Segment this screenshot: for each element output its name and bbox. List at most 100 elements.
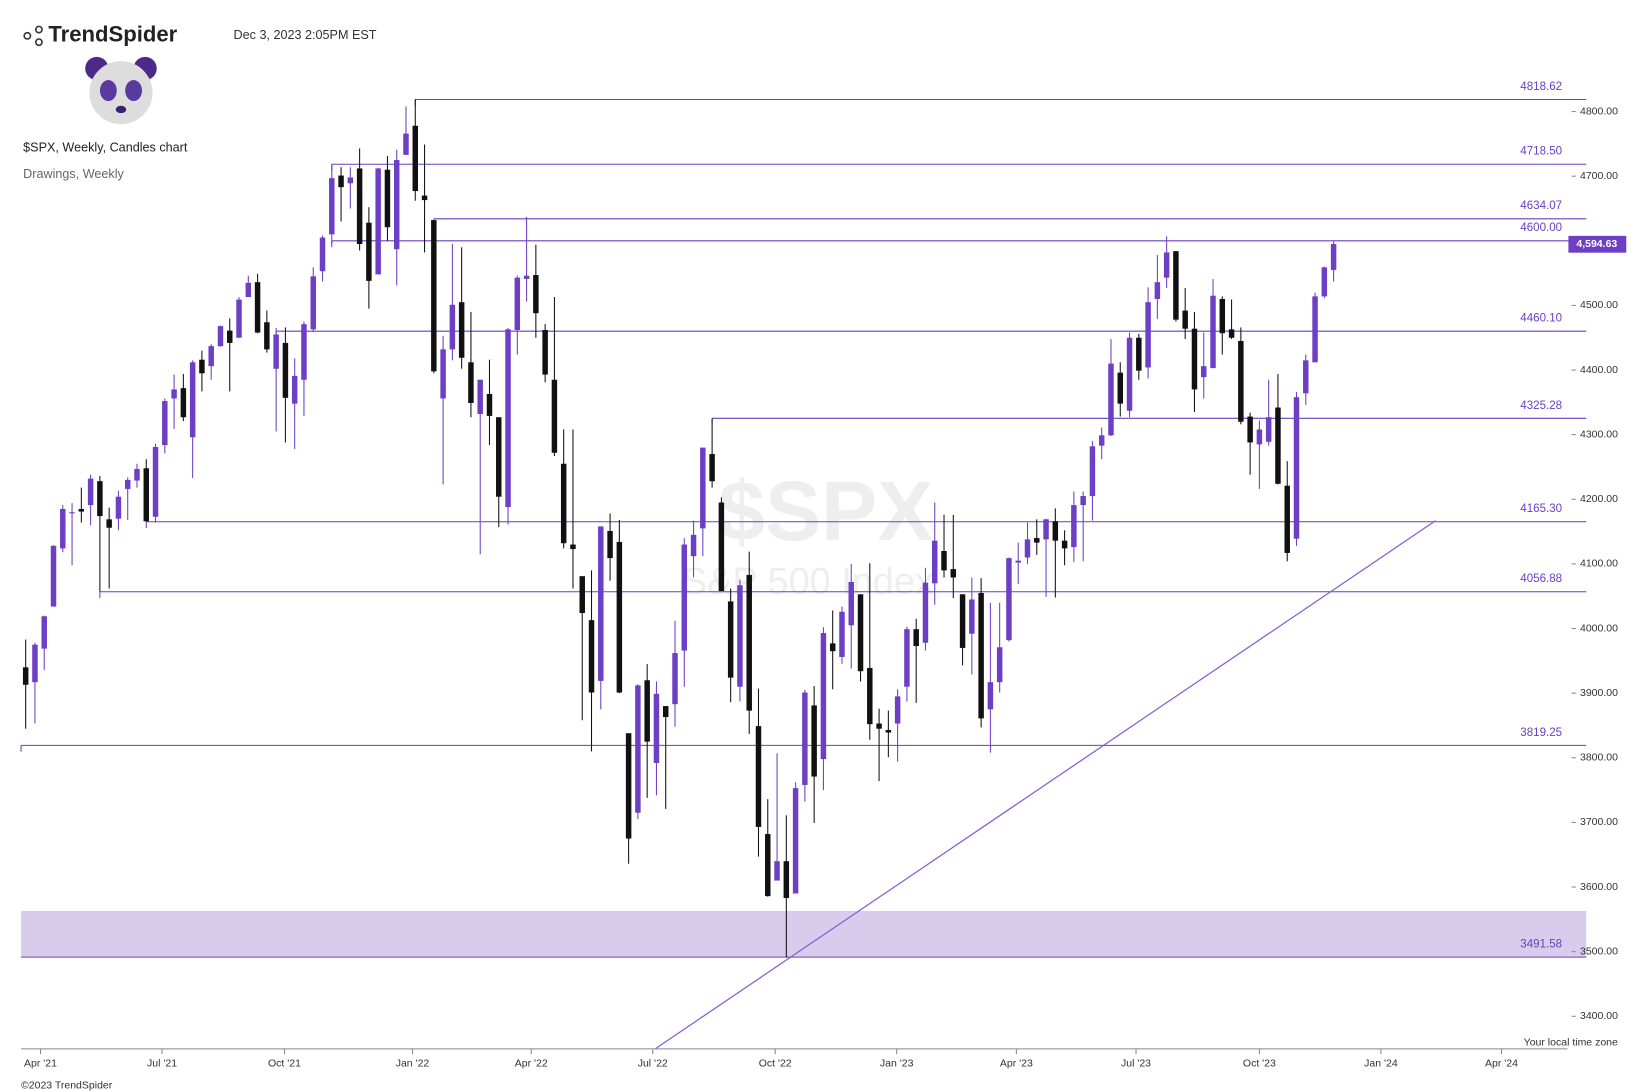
candle-body	[1238, 340, 1244, 422]
x-tick-label: Oct '23	[1243, 1057, 1276, 1069]
candle-body	[1275, 407, 1281, 484]
candle-body	[50, 545, 57, 607]
candle-body	[78, 508, 85, 512]
copyright: ©2023 TrendSpider	[21, 1079, 113, 1091]
candle-body	[1247, 416, 1253, 443]
candle-body	[338, 175, 344, 188]
drawings-info: Drawings, Weekly	[23, 167, 124, 181]
candle-body	[1108, 363, 1114, 436]
level-label: 4165.30	[1520, 503, 1562, 515]
y-tick-label: 3900.00	[1580, 687, 1618, 699]
candle-body	[588, 620, 595, 693]
candle-body	[41, 616, 47, 649]
candle-body	[143, 468, 150, 522]
candle-body	[124, 479, 131, 489]
candle-body	[1034, 538, 1040, 543]
candle-body	[245, 282, 252, 298]
candle-body	[922, 582, 929, 643]
candle-body	[1321, 267, 1328, 297]
candle-body	[1043, 519, 1049, 540]
candle-body	[1219, 298, 1226, 334]
last-price-label: 4,594.63	[1576, 238, 1617, 250]
x-tick-label: Oct '22	[759, 1057, 792, 1069]
candle-body	[848, 582, 854, 626]
y-tick-label: 4400.00	[1580, 364, 1618, 376]
level-label: 4325.28	[1520, 400, 1562, 412]
x-tick-label: Jan '22	[396, 1057, 430, 1069]
candle-body	[1136, 337, 1142, 371]
candle-body	[635, 685, 641, 813]
x-tick-label: Jan '23	[880, 1057, 914, 1069]
candle-body	[987, 682, 994, 710]
candle-body	[1173, 251, 1179, 320]
candle-body	[598, 526, 604, 681]
candle-body	[681, 544, 688, 651]
candle-body	[1024, 539, 1031, 558]
candle-body	[1061, 540, 1068, 549]
candle-body	[644, 680, 650, 742]
candle-body	[542, 329, 548, 375]
candle-body	[458, 302, 465, 358]
y-tick-label: 3700.00	[1580, 816, 1618, 828]
candle-body	[431, 220, 437, 372]
candle-body	[718, 502, 725, 592]
candle-body	[867, 667, 873, 725]
candle-body	[199, 359, 205, 374]
candle-body	[1312, 296, 1318, 363]
candle-body	[375, 168, 381, 275]
candle-body	[978, 592, 984, 719]
candle-body	[1117, 372, 1123, 404]
candle-body	[514, 277, 521, 330]
candle-body	[820, 633, 827, 760]
candle-body	[1071, 505, 1077, 548]
candle-body	[894, 696, 901, 724]
x-tick-label: Apr '22	[515, 1057, 548, 1069]
candle-body	[533, 275, 539, 314]
candle-body	[319, 237, 326, 272]
candle-body	[1284, 485, 1290, 553]
candle-body	[282, 342, 289, 398]
candle-body	[792, 788, 799, 894]
candle-body	[941, 550, 947, 571]
support-zone	[21, 910, 1587, 958]
candle-body	[1228, 329, 1235, 338]
candle-body	[162, 401, 168, 446]
candle-body	[87, 478, 94, 506]
candle-body	[913, 629, 919, 646]
candle-body	[291, 375, 298, 404]
candle-body	[273, 334, 279, 369]
candle-body	[32, 644, 38, 683]
candle-body	[412, 125, 419, 192]
timezone-note: Your local time zone	[1524, 1036, 1618, 1048]
candle-body	[69, 512, 75, 514]
level-label: 4634.07	[1520, 200, 1562, 212]
candle-body	[653, 693, 660, 763]
candle-body	[885, 729, 892, 733]
panda-avatar	[85, 56, 157, 125]
candle-body	[97, 481, 103, 517]
candle-body	[774, 861, 780, 881]
candle-body	[1303, 360, 1309, 394]
candle-body	[152, 446, 159, 517]
candle-body	[755, 726, 762, 827]
y-tick-label: 4700.00	[1580, 170, 1618, 182]
y-tick-label: 4100.00	[1580, 558, 1618, 570]
candle-body	[1015, 560, 1021, 563]
candle-body	[1145, 302, 1151, 368]
chart-info: $SPX, Weekly, Candles chart	[23, 141, 188, 155]
candle-body	[1182, 310, 1188, 329]
candle-body	[839, 611, 845, 657]
candle-body	[384, 169, 391, 228]
candle-body	[217, 326, 224, 347]
candle-body	[1201, 366, 1207, 378]
candle-body	[393, 160, 400, 250]
candle-body	[570, 544, 576, 550]
candle-body	[1191, 328, 1198, 390]
level-label: 4460.10	[1520, 313, 1562, 325]
candle-body	[310, 276, 316, 330]
candle-body	[264, 322, 270, 350]
candle-body	[301, 324, 307, 380]
candle-body	[189, 362, 196, 438]
